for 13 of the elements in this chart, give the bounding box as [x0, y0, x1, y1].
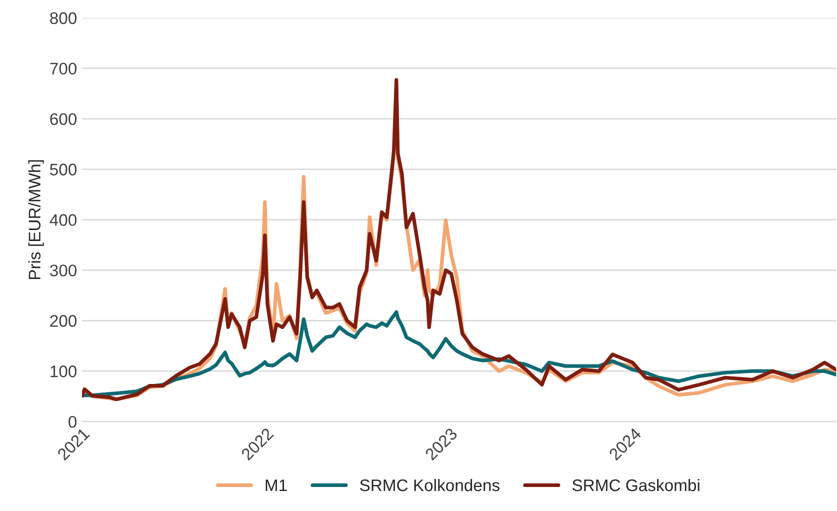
y-tick-label: 300: [50, 264, 77, 276]
y-tick-label: 400: [50, 214, 77, 226]
y-axis-title: Pris [EUR/MWh]: [28, 160, 44, 280]
y-tick-label: 100: [50, 366, 77, 378]
y-tick-label: 200: [50, 315, 77, 327]
legend-label: SRMC Kolkondens: [360, 478, 500, 492]
legend-label: M1: [266, 480, 287, 492]
y-tick-label: 0: [68, 416, 77, 428]
y-tick-label: 600: [50, 113, 77, 126]
y-tick-label: 700: [50, 62, 77, 75]
y-tick-label: 800: [50, 12, 77, 24]
legend-label: SRMC Gaskombi: [572, 478, 700, 492]
y-tick-label: 500: [50, 164, 77, 176]
